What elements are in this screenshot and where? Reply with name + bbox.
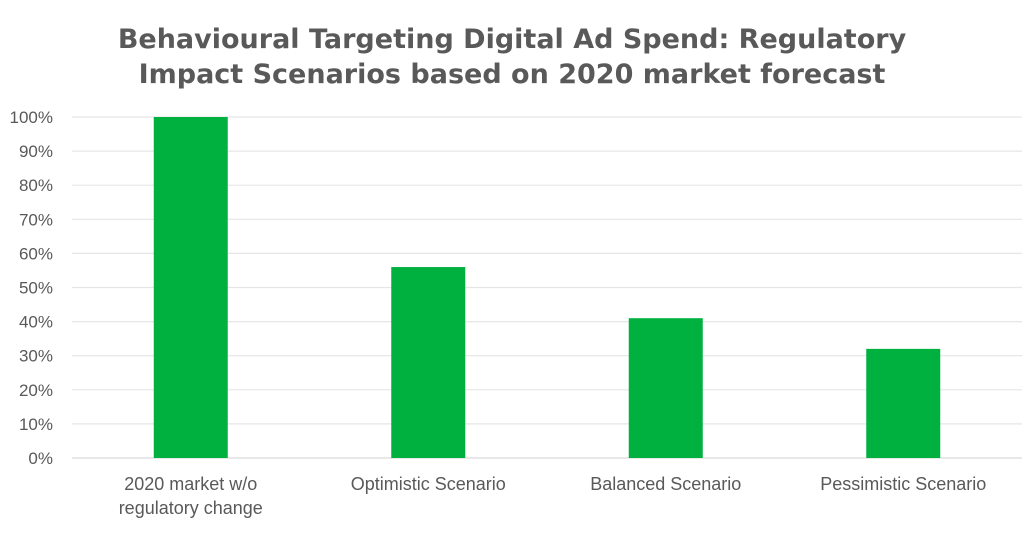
y-tick-label: 10% [19, 415, 53, 434]
y-tick-label: 70% [19, 210, 53, 229]
chart-title-line-1: Behavioural Targeting Digital Ad Spend: … [117, 24, 907, 55]
chart-title-line-2: Impact Scenarios based on 2020 market fo… [138, 59, 886, 90]
x-category-label-line: Balanced Scenario [590, 474, 741, 494]
y-tick-label: 30% [19, 347, 53, 366]
x-category-label-line: 2020 market w/o [124, 474, 257, 494]
y-tick-label: 40% [19, 313, 53, 332]
x-category-label: Optimistic Scenario [351, 474, 506, 494]
x-category-label-line: Pessimistic Scenario [820, 474, 986, 494]
bar [866, 348, 941, 458]
chart-title: Behavioural Targeting Digital Ad Spend: … [0, 22, 1024, 92]
x-category-label-line: regulatory change [119, 498, 263, 518]
x-category-label: Pessimistic Scenario [820, 474, 986, 494]
y-tick-label: 80% [19, 176, 53, 195]
y-tick-label: 90% [19, 142, 53, 161]
y-tick-label: 60% [19, 244, 53, 263]
x-category-label: 2020 market w/o regulatory change [119, 474, 263, 518]
x-category-label: Balanced Scenario [590, 474, 741, 494]
y-tick-label: 50% [19, 279, 53, 298]
bar [628, 318, 703, 458]
bar [391, 267, 466, 458]
y-tick-label: 20% [19, 381, 53, 400]
bar [153, 117, 228, 458]
x-category-label-line: Optimistic Scenario [351, 474, 506, 494]
y-tick-label: 0% [28, 449, 53, 468]
y-tick-label: 100% [10, 108, 53, 127]
